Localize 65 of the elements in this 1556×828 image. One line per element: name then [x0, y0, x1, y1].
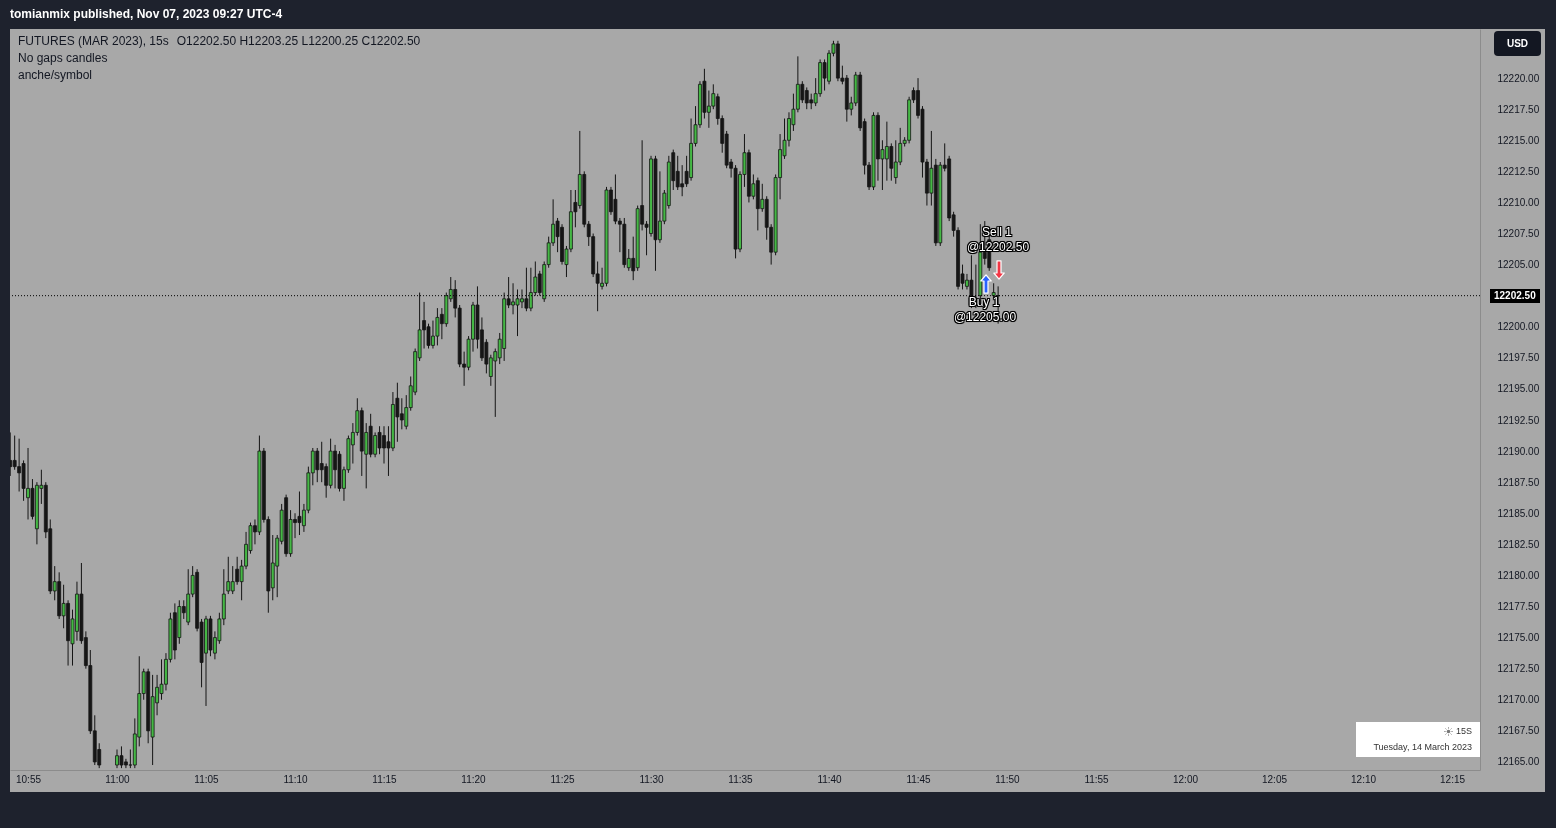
- info-panel: 15S Tuesday, 14 March 2023: [1356, 722, 1480, 757]
- x-tick-label: 11:55: [1084, 773, 1110, 785]
- y-tick-label: 12172.50: [1497, 663, 1540, 675]
- x-tick-label: 11:50: [995, 773, 1021, 785]
- candlestick: [528, 267, 533, 312]
- x-tick-label: 11:20: [461, 773, 487, 785]
- candlestick: [524, 267, 529, 312]
- candlestick: [804, 86, 809, 110]
- candlestick: [315, 447, 320, 483]
- x-tick-label: 12:15: [1440, 773, 1466, 785]
- y-tick-label: 12175.00: [1497, 632, 1540, 644]
- x-tick-label: 10:55: [16, 773, 42, 785]
- text: tomianmix published, Nov 07, 2023 09:27 UTC-4: [10, 7, 283, 22]
- y-tick-label: 12210.00: [1497, 196, 1540, 208]
- y-tick-label: 12187.50: [1497, 476, 1540, 488]
- y-tick-label: 12177.50: [1497, 601, 1540, 613]
- ref-line-label: 12202.50: [1490, 288, 1540, 303]
- candlestick: [230, 565, 235, 595]
- y-tick-label: 12200.00: [1497, 321, 1540, 333]
- candlestick: [399, 397, 404, 430]
- x-tick-label: 11:00: [105, 773, 131, 785]
- candlestick: [226, 556, 231, 595]
- currency-button: USD: [1494, 31, 1541, 56]
- y-tick-label: 12195.00: [1497, 383, 1540, 395]
- y-tick-label: 12217.50: [1497, 103, 1540, 115]
- candlestick: [119, 745, 124, 769]
- x-tick-label: 11:30: [639, 773, 665, 785]
- candlestick: [675, 155, 680, 191]
- x-tick-label: 11:45: [906, 773, 932, 785]
- annotation: 15S: [1455, 726, 1472, 737]
- chart-subtitle: O12202.50 H12203.25 L12200.25 C12202.50: [176, 34, 421, 48]
- chart-title: FUTURES (MAR 2023), 15s: [18, 34, 169, 48]
- y-tick-label: 12205.00: [1497, 259, 1540, 271]
- y-tick-label: 12207.50: [1497, 228, 1540, 240]
- x-tick-label: 12:10: [1351, 773, 1377, 785]
- y-tick-label: 12167.50: [1497, 725, 1540, 737]
- annotation: anche/symbol: [18, 68, 93, 83]
- x-tick-label: 11:35: [728, 773, 754, 785]
- y-tick-label: 12180.00: [1497, 569, 1540, 581]
- y-tick-label: 12215.00: [1497, 134, 1540, 146]
- candlestick: [680, 164, 685, 197]
- x-tick-label: 12:00: [1173, 773, 1199, 785]
- x-tick-label: 12:05: [1262, 773, 1288, 785]
- candlestick: [297, 491, 302, 536]
- candlestick: [884, 121, 889, 182]
- annotation: No gaps candles: [18, 51, 108, 66]
- candlestick: [435, 307, 440, 346]
- x-tick-label: 11:40: [817, 773, 843, 785]
- y-tick-label: 12165.00: [1497, 756, 1540, 768]
- x-tick-label: 11:25: [550, 773, 576, 785]
- candlestick: [893, 139, 898, 185]
- y-tick-label: 12212.50: [1497, 165, 1540, 177]
- x-tick-label: 11:05: [194, 773, 220, 785]
- y-tick-label: 12220.00: [1497, 72, 1540, 84]
- y-tick-label: 12170.00: [1497, 694, 1540, 706]
- y-tick-label: 12182.50: [1497, 538, 1540, 550]
- y-tick-label: 12185.00: [1497, 507, 1540, 519]
- y-tick-label: 12192.50: [1497, 414, 1540, 426]
- x-tick-label: 11:10: [283, 773, 309, 785]
- y-tick-label: 12197.50: [1497, 352, 1540, 364]
- y-tick-label: 12190.00: [1497, 445, 1540, 457]
- candlestick: [319, 441, 324, 483]
- annotation: Tuesday, 14 March 2023: [1373, 742, 1472, 753]
- candlestick: [17, 438, 22, 492]
- x-tick-label: 11:15: [372, 773, 398, 785]
